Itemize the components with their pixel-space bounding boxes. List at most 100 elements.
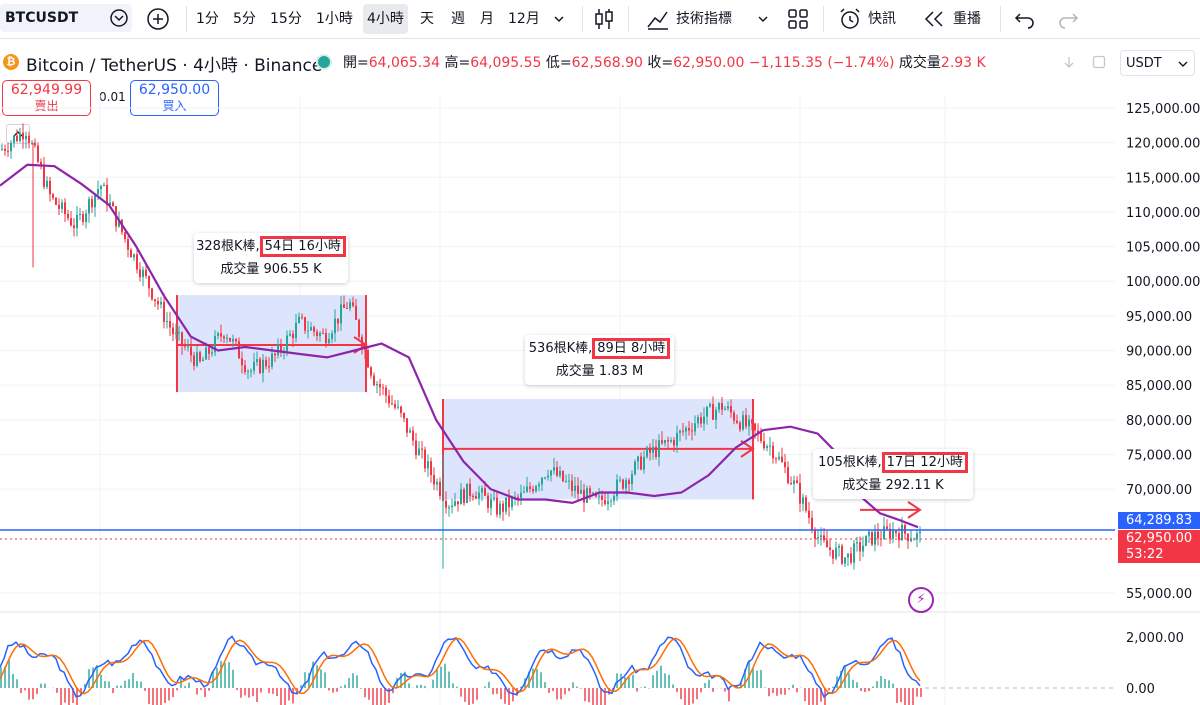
interval-1m[interactable]: 1分: [196, 11, 219, 27]
candle-body: [475, 496, 477, 499]
interval-1mo[interactable]: 月: [480, 11, 494, 27]
symbol-search[interactable]: BTCUSDT: [0, 4, 132, 32]
divider: [582, 6, 583, 32]
candle-body: [721, 403, 723, 410]
indicators-button[interactable]: 技術指標: [676, 11, 732, 27]
candle-body: [286, 335, 288, 351]
alert-button[interactable]: 快訊: [868, 11, 896, 27]
sell-button[interactable]: 62,949.99 賣出: [2, 80, 91, 116]
interval-1d[interactable]: 天: [420, 11, 434, 27]
histogram-bar: [136, 680, 138, 688]
interval-15m[interactable]: 15分: [270, 11, 302, 27]
candle-body: [631, 474, 633, 484]
histogram-bar: [472, 688, 474, 704]
collapse-legend-button[interactable]: [6, 124, 30, 144]
histogram-bar: [116, 685, 118, 688]
candle-body: [73, 225, 75, 229]
candle-body: [205, 347, 207, 360]
chevron-down-icon[interactable]: [552, 12, 566, 26]
candle-body: [790, 483, 792, 485]
redo-icon[interactable]: [1057, 8, 1079, 30]
candles-icon[interactable]: [593, 7, 615, 31]
candle-body: [541, 477, 543, 485]
histogram-bar: [452, 683, 454, 688]
chevron-down-icon[interactable]: [756, 12, 770, 26]
histogram-bar: [580, 688, 582, 689]
candle-body: [217, 333, 219, 337]
candle-body: [757, 430, 759, 433]
candle-body: [139, 269, 141, 278]
histogram-bar: [916, 688, 918, 697]
candle-body: [565, 480, 567, 482]
replay-icon[interactable]: [923, 8, 945, 30]
histogram-bar: [244, 688, 246, 696]
candle-body: [334, 318, 336, 334]
candle-body: [379, 384, 381, 388]
histogram-bar: [108, 681, 110, 688]
candle-body: [862, 545, 864, 552]
range-arrow-head: [907, 501, 922, 519]
histogram-bar: [712, 688, 714, 692]
candle-body: [406, 418, 408, 433]
add-symbol-icon[interactable]: [146, 7, 170, 31]
candle-body: [307, 330, 309, 332]
candle-body: [283, 350, 285, 352]
date-range-measures: [176, 295, 922, 519]
interval-12mo[interactable]: 12月: [508, 11, 540, 27]
candle-body: [799, 482, 801, 504]
grid-lines: [0, 95, 1115, 705]
symbol-title[interactable]: Bitcoin / TetherUS · 4小時 · Binance: [26, 56, 323, 76]
undo-icon[interactable]: [1014, 8, 1036, 30]
interval-1h[interactable]: 1小時: [316, 11, 353, 27]
candle-body: [142, 269, 144, 278]
buy-price: 62,950.00: [138, 82, 211, 98]
lightning-icon[interactable]: ⚡: [908, 587, 934, 613]
candle-body: [451, 505, 453, 508]
candle-body: [496, 497, 498, 515]
replay-button[interactable]: 重播: [953, 11, 981, 27]
candle-body: [736, 420, 738, 423]
histogram-bar: [240, 688, 242, 698]
price-axis[interactable]: 125,000.00 120,000.00 115,000.00 110,000.00…: [1126, 102, 1200, 697]
histogram-bar: [616, 673, 618, 688]
range-arrow-head: [353, 336, 368, 354]
histogram-bar: [204, 688, 206, 697]
divider: [1000, 6, 1001, 32]
candle-body: [739, 422, 741, 430]
bar-countdown: 53:22: [1118, 546, 1200, 563]
candle-body: [604, 499, 606, 505]
candle-body: [397, 406, 399, 408]
arrow-down-icon[interactable]: [1062, 55, 1076, 69]
currency-select[interactable]: USDT: [1120, 50, 1195, 76]
histogram-bar: [272, 688, 274, 694]
interval-4h[interactable]: 4小時: [363, 4, 408, 34]
alarm-clock-icon[interactable]: [838, 7, 862, 31]
candle-body: [826, 540, 828, 548]
histogram-bar: [492, 688, 494, 695]
interval-1w[interactable]: 週: [451, 11, 465, 27]
indicators-icon[interactable]: [646, 7, 670, 31]
layout-grid-icon[interactable]: [787, 8, 809, 30]
compare-icon[interactable]: [108, 7, 130, 29]
candle-body: [751, 419, 753, 424]
histogram-bar: [624, 677, 626, 688]
window-icon[interactable]: [1092, 55, 1106, 69]
histogram-bar: [520, 686, 522, 688]
candle-body: [571, 480, 573, 491]
candle-body: [865, 535, 867, 546]
histogram-bar: [796, 688, 798, 693]
buy-button[interactable]: 62,950.00 買入: [130, 80, 219, 116]
candle-body: [187, 346, 189, 348]
histogram-bar: [584, 688, 586, 702]
histogram-bar: [56, 688, 58, 693]
candle-body: [640, 456, 642, 470]
candle-body: [505, 497, 507, 512]
histogram-bar: [60, 688, 62, 705]
candle-body: [55, 197, 57, 205]
candle-body: [775, 458, 777, 460]
histogram-bar: [680, 688, 682, 700]
interval-5m[interactable]: 5分: [233, 11, 256, 27]
candle-body: [208, 347, 210, 354]
candle-body: [745, 415, 747, 427]
candle-body: [811, 517, 813, 530]
